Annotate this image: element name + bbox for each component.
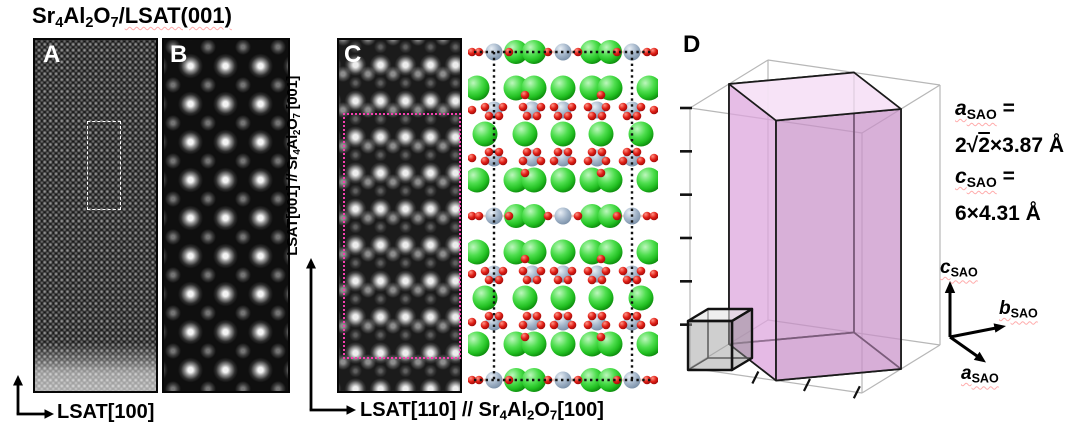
sao-axes-arrows (944, 281, 1006, 363)
elbow-axis-arrow-c (306, 258, 356, 415)
panel-c-label: C (344, 41, 362, 68)
atomic-lattice-texture-a (35, 40, 156, 391)
perovskite-unit-cube (686, 307, 754, 372)
unit-cell-dashed-outline (87, 121, 121, 210)
elbow-axis-arrow-a (13, 375, 54, 419)
sao-unit-cell-prism (728, 71, 902, 382)
unit-cell-dotted-outline (474, 50, 652, 382)
atomic-lattice-texture-b (164, 40, 288, 391)
crystal-structure-model (468, 40, 658, 392)
b-sao-axis-label: bSAO (999, 298, 1038, 321)
atomic-lattice-texture-c (339, 40, 460, 391)
panel-a-stem-image (33, 38, 158, 393)
o-atoms-group (468, 47, 658, 385)
axis-label-lsat100-horizontal: LSAT[100] (57, 401, 155, 423)
panel-a-label: A (43, 41, 61, 68)
a-sao-axis-label: aSAO (961, 363, 999, 386)
lattice-constant-c: cSAO = 6×4.31 Å (955, 165, 1041, 225)
magnified-region-dotted-outline (343, 113, 461, 359)
panel-d-label: D (683, 31, 701, 58)
panel-b-stem-image (162, 38, 290, 393)
a-axis-tick-marks (751, 371, 861, 399)
c-sao-axis-label: cSAO (940, 257, 978, 280)
panel-c-stem-image (337, 38, 462, 393)
figure-title: Sr4Al2O7/LSAT(001) (32, 3, 232, 32)
lattice-constant-a: aSAO = 2√2×3.87 Å (955, 97, 1065, 157)
panel-b-label: B (170, 41, 188, 68)
axis-label-c-horizontal: LSAT[110] // Sr4Al2O7[100] (360, 399, 604, 423)
